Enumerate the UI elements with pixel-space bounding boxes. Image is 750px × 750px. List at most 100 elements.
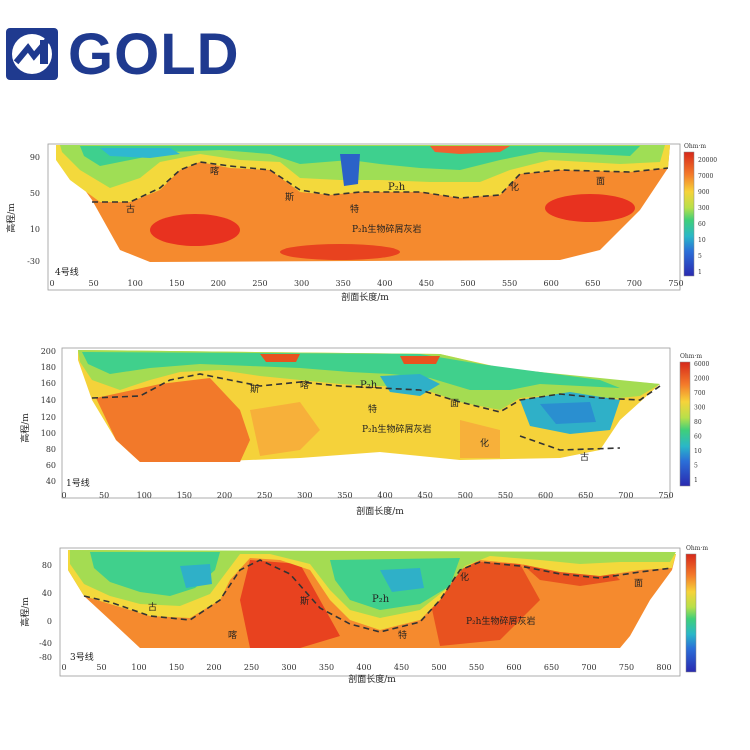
x-tick-label: 0 [61,491,66,500]
annotation-hua: 化 [480,437,489,449]
section-chart-line3: P₂h P₂h生物碎屑灰岩 喀 斯 特 化 面 古 3号线 高程/m 剖面长度/… [0,540,750,720]
y-axis-label: 高程/m [19,413,31,443]
colorbar-tick-label: 1 [698,269,702,276]
line-label: 3号线 [70,651,94,663]
chart-svg-2: P₂h P₂h生物碎屑灰岩 喀 斯 特 化 面 古 1号线 高程/m 剖面长度/… [19,347,709,517]
annotation-p2h: P₂h [388,182,406,193]
annotation-gu: 古 [126,203,135,215]
x-tick-label: 300 [281,663,296,672]
x-tick-label: 500 [431,663,446,672]
annotation-ka: 喀 [300,379,309,391]
x-tick-label: 100 [131,663,146,672]
x-tick-label: 400 [377,279,392,288]
y-tick-label: 120 [41,413,56,422]
annotation-te: 特 [350,203,359,215]
annotation-hua: 化 [510,181,519,193]
x-tick-label: 150 [169,279,184,288]
x-tick-label: 150 [169,663,184,672]
colorbar-title: Ohm·m [684,143,706,150]
y-tick-label: -30 [27,257,40,266]
x-axis-label: 剖面长度/m [356,505,404,517]
y-tick-label: 200 [41,347,56,356]
colorbar-tick-label: 60 [694,434,702,441]
x-tick-label: 800 [656,663,671,672]
colorbar [683,151,695,277]
colorbar-tick-label: 7000 [698,173,713,180]
y-axis-label: 高程/m [5,203,17,233]
colorbar-tick-label: 5 [694,463,698,470]
annotation-limestone: P₂h生物碎屑灰岩 [352,223,421,235]
x-tick-label: 700 [618,491,633,500]
colorbar-tick-label: 5 [698,253,702,260]
line-label: 1号线 [66,477,90,489]
x-tick-label: 100 [137,491,152,500]
colorbar-tick-label: 300 [694,405,706,412]
x-tick-label: 250 [244,663,259,672]
x-tick-label: 0 [49,279,54,288]
y-tick-label: 40 [42,589,52,598]
y-tick-label: -40 [39,639,52,648]
gold-logo-icon [6,28,58,80]
x-tick-label: 550 [469,663,484,672]
colorbar [685,553,697,673]
x-tick-label: 400 [356,663,371,672]
annotation-si: 斯 [250,383,259,395]
x-tick-label: 150 [177,491,192,500]
annotation-mian: 面 [596,176,605,187]
x-tick-label: 200 [217,491,232,500]
x-tick-label: 650 [585,279,600,288]
annotation-limestone: P₂h生物碎屑灰岩 [466,615,535,627]
y-tick-label: 80 [46,445,56,454]
x-tick-label: 700 [627,279,642,288]
x-tick-label: 100 [128,279,143,288]
annotation-si: 斯 [300,595,309,607]
colorbar-tick-label: 80 [694,419,702,426]
brand-name: GOLD [68,22,240,87]
y-tick-label: 180 [41,363,56,372]
x-tick-label: 300 [297,491,312,500]
y-tick-label: 10 [30,225,40,234]
x-tick-label: 650 [578,491,593,500]
y-tick-label: 160 [41,379,56,388]
x-tick-label: 0 [61,663,66,672]
colorbar-title: Ohm·m [686,545,708,552]
x-tick-label: 350 [336,279,351,288]
chart-svg-3: P₂h P₂h生物碎屑灰岩 喀 斯 特 化 面 古 3号线 高程/m 剖面长度/… [19,545,708,685]
colorbar-tick-label: 2000 [694,376,709,383]
colorbar-tick-label: 900 [698,189,710,196]
x-tick-label: 550 [502,279,517,288]
x-tick-label: 450 [394,663,409,672]
annotation-mian: 面 [450,398,459,409]
y-tick-label: -80 [39,653,52,662]
x-tick-label: 600 [544,279,559,288]
x-tick-label: 750 [668,279,683,288]
annotation-ka: 喀 [228,629,237,641]
annotation-p2h: P₂h [360,380,378,391]
colorbar-tick-label: 300 [698,205,710,212]
colorbar-tick-label: 10 [698,237,706,244]
y-tick-label: 100 [41,429,56,438]
colorbar-tick-label: 20000 [698,157,717,164]
x-tick-label: 700 [581,663,596,672]
annotation-gu: 古 [148,601,157,613]
x-tick-label: 600 [506,663,521,672]
x-tick-label: 200 [211,279,226,288]
x-tick-label: 250 [257,491,272,500]
colorbar-title: Ohm·m [680,353,702,360]
annotation-limestone: P₂h生物碎屑灰岩 [362,423,431,435]
colorbar-tick-label: 1 [694,477,698,484]
y-tick-label: 40 [46,477,56,486]
annotation-mian: 面 [634,578,643,589]
annotation-te: 特 [368,403,377,415]
annotation-ka: 喀 [210,165,219,177]
x-tick-label: 350 [337,491,352,500]
y-tick-label: 50 [30,189,40,198]
x-tick-label: 50 [99,491,109,500]
colorbar-tick-label: 6000 [694,361,709,368]
y-tick-label: 60 [46,461,56,470]
x-tick-label: 650 [544,663,559,672]
section-chart-line4: P₂h P₂h生物碎屑灰岩 喀 斯 特 化 面 古 4号线 高程/m 剖面长度/… [0,140,750,305]
x-tick-label: 750 [619,663,634,672]
y-axis-label: 高程/m [19,597,31,627]
annotation-te: 特 [398,629,407,641]
